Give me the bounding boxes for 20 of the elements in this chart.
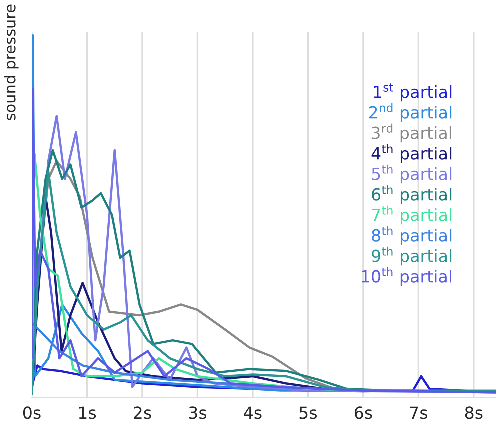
text: 8$^{th}$ partial <box>372 226 452 246</box>
text: 9$^{th}$ partial <box>372 246 452 266</box>
x-tick-label: 5s <box>300 406 318 420</box>
text: 7$^{th}$ partial <box>372 206 452 225</box>
text: 5$^{th}$ partial <box>372 164 452 184</box>
text: 4$^{th}$ partial <box>372 144 452 164</box>
x-tick-label: 0s <box>23 406 41 420</box>
x-tick-label: 2s <box>134 406 152 420</box>
text: 3$^{rd}$ partial <box>372 124 452 143</box>
x-tick-label: 8s <box>465 406 483 420</box>
x-tick-label: 7s <box>410 406 428 420</box>
text: 2$^{nd}$ partial <box>369 103 452 122</box>
text: 10$^{th}$ partial <box>362 267 452 286</box>
x-tick-label: 3s <box>189 406 207 420</box>
x-tick-label: 6s <box>354 406 372 420</box>
x-tick-label: 4s <box>244 406 262 420</box>
y-axis-title: sound pressure <box>4 4 19 120</box>
x-tick-label: 1s <box>79 406 96 420</box>
text: 1$^{st}$ partial <box>374 84 452 102</box>
text: 6$^{th}$ partial <box>372 185 452 204</box>
